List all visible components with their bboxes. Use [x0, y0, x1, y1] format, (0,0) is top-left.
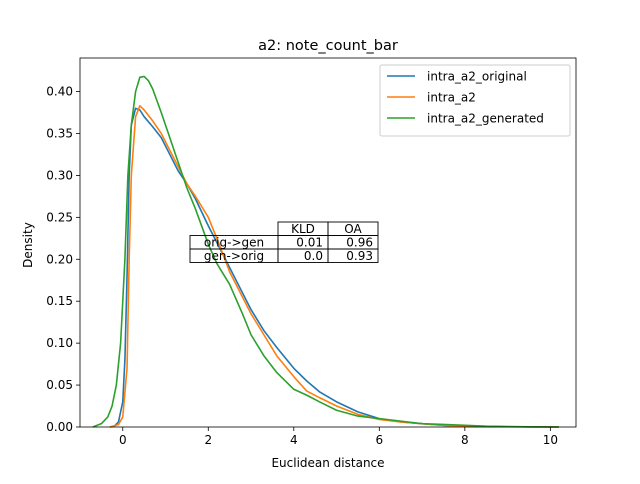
table-cell	[327, 248, 379, 263]
table-header-label: OA	[344, 222, 362, 236]
table-cell-value: 0.01	[296, 236, 323, 250]
table-cell-value: 0.96	[346, 236, 373, 250]
x-tick-label: 4	[290, 433, 298, 447]
series-layer	[92, 75, 559, 428]
series-line-intra_a2_generated	[92, 75, 559, 428]
legend-label-intra_a2: intra_a2	[427, 91, 476, 105]
y-tick-label: 0.20	[46, 252, 73, 266]
table-cell-value: 0.0	[304, 249, 323, 263]
y-tick-label: 0.40	[46, 85, 73, 99]
x-tick-label: 8	[461, 433, 469, 447]
x-axis-label: Euclidean distance	[271, 456, 384, 470]
y-tick-label: 0.00	[46, 420, 73, 434]
legend-label-intra_a2_generated: intra_a2_generated	[427, 112, 544, 126]
y-tick-label: 0.10	[46, 336, 73, 350]
y-axis-label: Density	[21, 222, 35, 268]
y-tick-label: 0.30	[46, 168, 73, 182]
y-tick-label: 0.35	[46, 126, 73, 140]
x-tick-label: 6	[375, 433, 383, 447]
y-tick-label: 0.15	[46, 294, 73, 308]
x-tick-label: 10	[543, 433, 558, 447]
chart-title: a2: note_count_bar	[258, 38, 398, 54]
axes: 0 2 4 6 8 10 0.00 0.05 0.10 0.15 0.20 0.25 0.30 0.35 0…	[46, 57, 577, 447]
x-tick-label: 0	[119, 433, 127, 447]
table-header-label: KLD	[291, 222, 315, 236]
legend: intra_a2_original intra_a2 intra_a2_genera…	[379, 64, 571, 137]
y-tick-label: 0.25	[46, 210, 73, 224]
legend-box	[379, 64, 571, 137]
legend-label-intra_a2_original: intra_a2_original	[427, 70, 527, 84]
axes-frame	[79, 57, 577, 428]
series-line-intra_a2	[109, 105, 559, 428]
y-tick-label: 0.05	[46, 378, 73, 392]
table-cell-value: 0.93	[346, 249, 373, 263]
table-row-label: orig->gen	[204, 236, 264, 250]
stats-table: KLD OA orig->gen 0.01 0.96 gen->orig 0.0 0.93	[189, 221, 379, 263]
x-tick-label: 2	[204, 433, 212, 447]
table-row-label: gen->orig	[204, 249, 264, 263]
